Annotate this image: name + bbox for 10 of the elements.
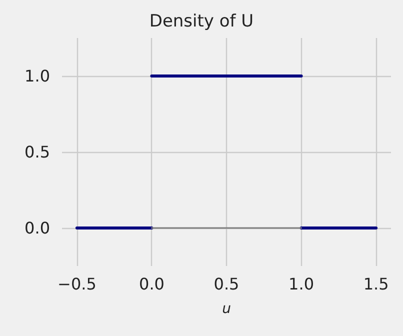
- x-tick-label: 0.0: [139, 274, 164, 294]
- chart-title: Density of U: [149, 12, 254, 32]
- x-tick-label: 1.5: [363, 274, 389, 294]
- x-tick-label: −0.5: [58, 274, 96, 294]
- x-tick-label: 1.0: [288, 274, 314, 294]
- x-axis-title: u: [222, 301, 232, 317]
- y-tick-label: 0.0: [24, 218, 50, 238]
- y-tick-label: 0.5: [24, 142, 50, 162]
- x-tick-label: 0.5: [214, 274, 240, 294]
- y-tick-label: 1.0: [24, 66, 50, 86]
